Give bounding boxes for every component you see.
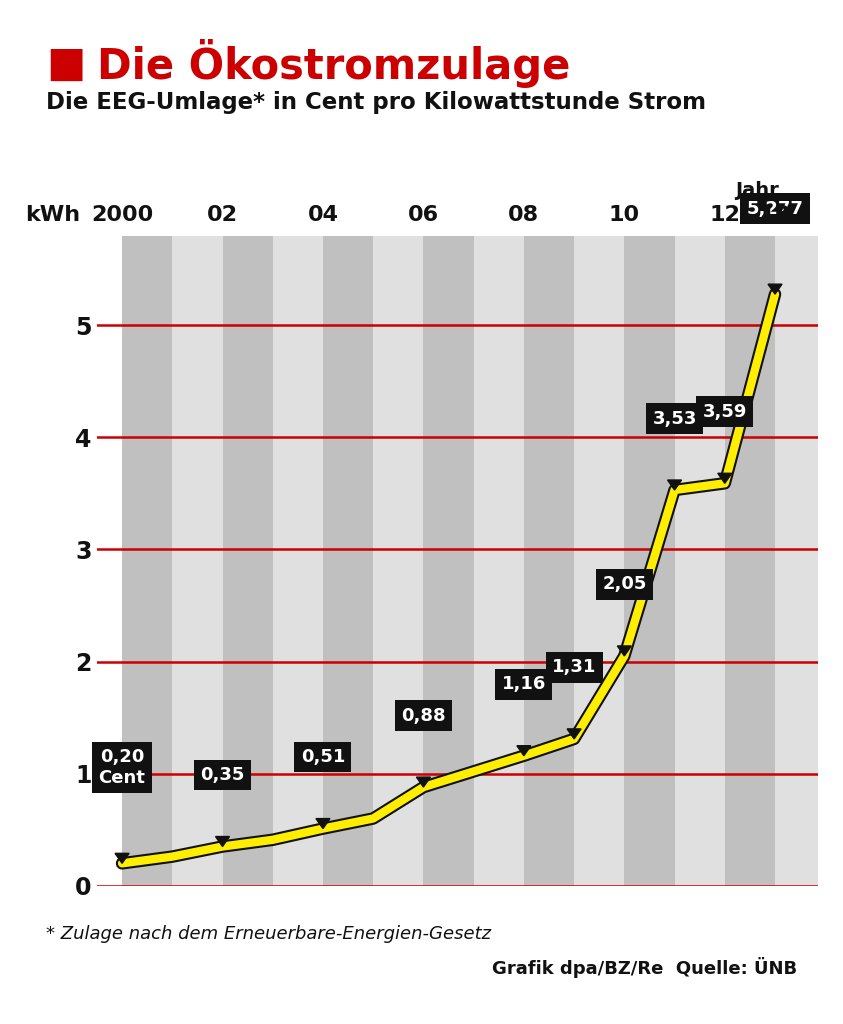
Bar [172,236,223,886]
Bar [423,236,474,886]
Polygon shape [216,837,229,847]
Polygon shape [567,729,581,739]
Polygon shape [115,853,129,863]
Polygon shape [668,480,681,490]
Text: ■: ■ [46,42,86,85]
Text: 5,277: 5,277 [747,200,803,218]
Bar [323,236,373,886]
Text: 1,16: 1,16 [502,675,546,693]
Text: 12: 12 [709,205,740,225]
Text: 3,53: 3,53 [652,410,697,427]
Text: 2,05: 2,05 [602,575,647,594]
Bar [373,236,423,886]
Bar [674,236,725,886]
Polygon shape [717,473,732,483]
Polygon shape [517,745,531,756]
Text: 0,51: 0,51 [301,749,345,766]
Polygon shape [416,777,431,787]
Text: 1,31: 1,31 [552,658,596,677]
Text: kWh: kWh [25,205,80,225]
Text: * Zulage nach dem Erneuerbare-Energien-Gesetz: * Zulage nach dem Erneuerbare-Energien-G… [46,925,491,943]
Text: Die Ökostromzulage: Die Ökostromzulage [97,39,571,88]
Text: 04: 04 [308,205,339,225]
Text: 0,20
Cent: 0,20 Cent [99,749,146,787]
Text: Grafik dpa/BZ/Re  Quelle: ÜNB: Grafik dpa/BZ/Re Quelle: ÜNB [491,957,797,978]
Text: 0,35: 0,35 [201,766,244,784]
Text: 2000: 2000 [91,205,153,225]
Bar [122,236,172,886]
Text: 10: 10 [609,205,640,225]
Bar [625,236,674,886]
Bar [474,236,524,886]
Polygon shape [617,646,631,656]
Text: 08: 08 [508,205,540,225]
Text: 13: 13 [760,205,791,225]
Bar [524,236,574,886]
Bar [273,236,323,886]
Bar [574,236,625,886]
Bar [775,236,825,886]
Text: 02: 02 [207,205,238,225]
Polygon shape [316,818,330,828]
Bar [725,236,775,886]
Text: 0,88: 0,88 [401,707,446,725]
Text: 06: 06 [408,205,439,225]
Text: 3,59: 3,59 [702,402,747,421]
Text: Die EEG-Umlage* in Cent pro Kilowattstunde Strom: Die EEG-Umlage* in Cent pro Kilowattstun… [46,91,706,114]
Polygon shape [768,284,782,294]
Bar [223,236,273,886]
Text: Jahr: Jahr [735,180,779,200]
